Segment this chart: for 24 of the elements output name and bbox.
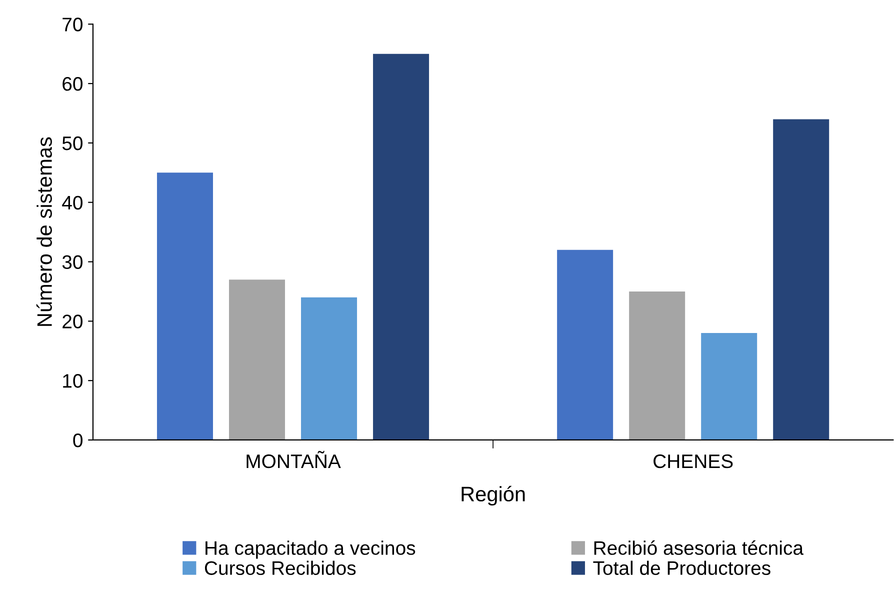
- legend-label: Recibió asesoria técnica: [594, 540, 804, 555]
- bar: [557, 250, 614, 440]
- y-tick-label: 20: [62, 314, 82, 328]
- bar: [701, 333, 758, 440]
- legend-label: Total de Productores: [593, 560, 770, 576]
- y-tick-label: 60: [62, 77, 82, 91]
- y-tick-label: 50: [62, 136, 82, 150]
- x-tick-label: CHENES: [654, 454, 733, 468]
- bar: [229, 280, 286, 440]
- x-axis-title: Región: [462, 486, 525, 506]
- y-tick-label: 40: [62, 196, 82, 210]
- y-axis-title: Número de sistemas: [36, 137, 52, 326]
- bar: [156, 172, 213, 440]
- y-tick-label: 0: [73, 433, 82, 448]
- legend-label: Ha capacitado a vecinos: [206, 540, 416, 559]
- bar: [773, 119, 830, 440]
- bar: [629, 291, 686, 440]
- y-tick-label: 70: [62, 18, 82, 32]
- legend-label: Cursos Recibidos: [204, 560, 356, 576]
- y-tick-label: 10: [63, 374, 82, 388]
- x-tick-label: MONTAÑA: [246, 450, 341, 468]
- y-tick-label: 30: [62, 255, 82, 270]
- bar: [301, 297, 358, 440]
- bar: [373, 54, 430, 440]
